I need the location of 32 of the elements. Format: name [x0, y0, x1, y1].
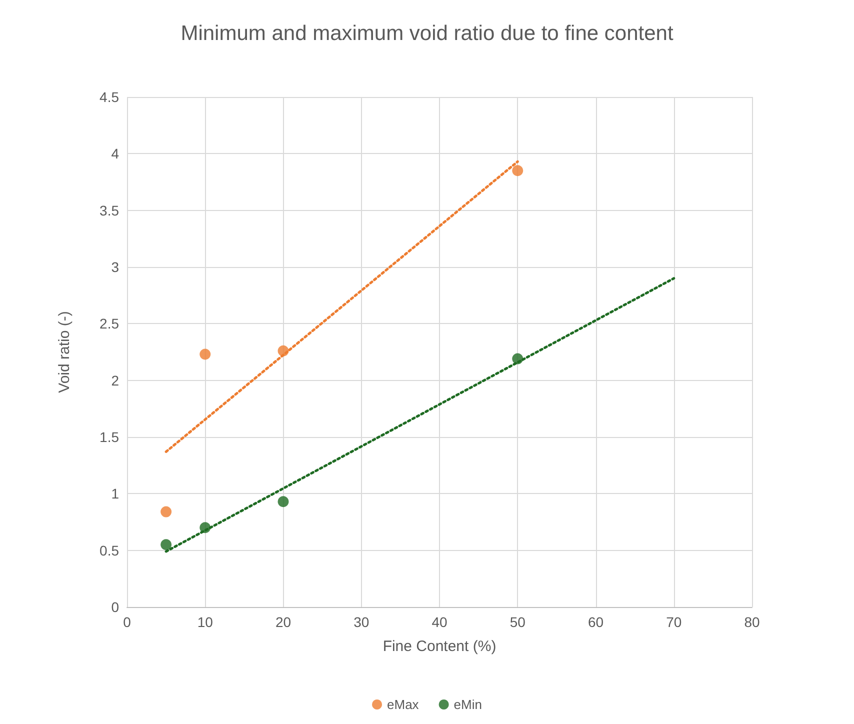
y-tick-label: 3 — [111, 259, 120, 275]
y-tick-label: 1.5 — [100, 429, 120, 445]
point — [200, 348, 211, 360]
x-tick-label: 20 — [275, 614, 292, 630]
y-tick-label: 4 — [111, 146, 120, 162]
y-tick-label: 3.5 — [100, 202, 120, 218]
point — [278, 345, 289, 356]
x-tick-label: 10 — [197, 614, 214, 630]
point — [160, 539, 172, 550]
x-tick-label: 70 — [666, 614, 682, 630]
legend-label: eMin — [454, 697, 482, 712]
point — [200, 522, 211, 534]
chart-title: Minimum and maximum void ratio due to fine content — [180, 22, 674, 45]
point — [160, 506, 172, 518]
point — [278, 496, 289, 508]
point — [512, 353, 524, 364]
x-axis-title: Fine Content (%) — [382, 638, 496, 655]
y-tick-label: 2.5 — [100, 316, 120, 332]
y-axis-title: Void ratio (-) — [56, 311, 73, 393]
x-tick-label: 40 — [432, 614, 448, 630]
x-tick-label: 0 — [123, 614, 132, 630]
x-tick-label: 30 — [354, 614, 370, 630]
legend-label: eMax — [387, 697, 420, 712]
point — [512, 165, 524, 176]
y-tick-label: 1 — [111, 486, 120, 502]
x-tick-label: 80 — [744, 614, 760, 630]
y-tick-label: 0.5 — [100, 542, 120, 558]
y-tick-label: 2 — [111, 372, 120, 388]
y-tick-label: 0 — [111, 599, 120, 615]
y-tick-label: 4.5 — [100, 89, 120, 105]
x-tick-label: 50 — [510, 614, 526, 630]
x-tick-label: 60 — [588, 614, 604, 630]
